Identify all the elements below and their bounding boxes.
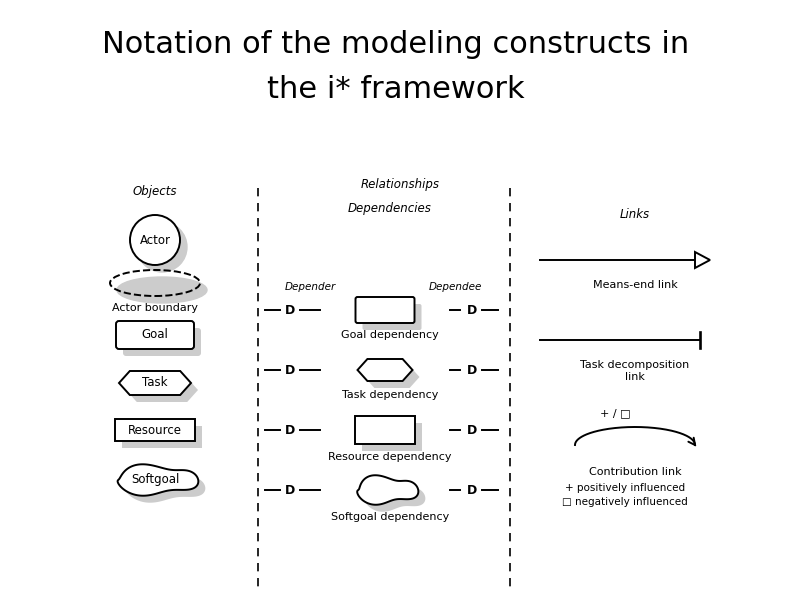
Text: Actor: Actor (139, 234, 170, 247)
Polygon shape (695, 252, 710, 268)
Text: Task dependency: Task dependency (342, 390, 438, 400)
Text: Task: Task (143, 376, 168, 389)
Text: D: D (285, 424, 295, 436)
Polygon shape (364, 482, 425, 512)
Text: the i* framework: the i* framework (267, 75, 525, 104)
Text: Softgoal: Softgoal (131, 474, 179, 487)
Text: + / □: + / □ (600, 408, 630, 418)
Text: D: D (285, 304, 295, 316)
Text: Goal dependency: Goal dependency (341, 330, 439, 340)
Bar (115, 419, 195, 441)
FancyBboxPatch shape (363, 304, 421, 330)
Text: Softgoal dependency: Softgoal dependency (331, 512, 449, 522)
Ellipse shape (117, 277, 207, 303)
Text: Dependee: Dependee (428, 282, 482, 292)
Text: Objects: Objects (133, 185, 177, 198)
FancyBboxPatch shape (356, 297, 414, 323)
Text: Actor boundary: Actor boundary (112, 303, 198, 313)
Text: D: D (466, 424, 477, 436)
FancyBboxPatch shape (116, 321, 194, 349)
Bar (122, 426, 202, 448)
Bar (362, 423, 422, 451)
Polygon shape (124, 471, 205, 502)
Bar (355, 416, 415, 444)
FancyBboxPatch shape (123, 328, 201, 356)
Circle shape (137, 222, 187, 272)
Text: Goal: Goal (142, 329, 169, 341)
Text: Resource dependency: Resource dependency (328, 452, 451, 462)
Text: + positively influenced: + positively influenced (565, 483, 685, 493)
Text: D: D (285, 483, 295, 496)
Circle shape (130, 215, 180, 265)
Polygon shape (119, 371, 191, 395)
Text: D: D (466, 483, 477, 496)
Text: □ negatively influenced: □ negatively influenced (562, 497, 688, 507)
Text: D: D (466, 364, 477, 376)
Text: Contribution link: Contribution link (588, 467, 681, 477)
Text: D: D (466, 304, 477, 316)
Text: Dependencies: Dependencies (348, 202, 432, 215)
Text: Relationships: Relationships (360, 178, 440, 191)
Text: D: D (285, 364, 295, 376)
Text: Depender: Depender (284, 282, 336, 292)
Text: Notation of the modeling constructs in: Notation of the modeling constructs in (102, 30, 690, 59)
Text: Means-end link: Means-end link (592, 280, 677, 290)
Text: Links: Links (620, 208, 650, 221)
Text: Task decomposition
link: Task decomposition link (581, 360, 690, 382)
Text: Resource: Resource (128, 424, 182, 436)
Polygon shape (364, 366, 420, 388)
Polygon shape (357, 476, 418, 505)
Polygon shape (357, 359, 413, 381)
Polygon shape (126, 378, 198, 402)
Polygon shape (118, 465, 198, 496)
